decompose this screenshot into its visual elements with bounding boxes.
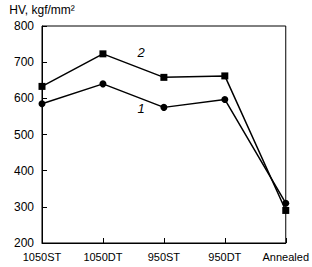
svg-text:2: 2 [136,45,145,60]
svg-text:Annealed: Annealed [263,251,310,263]
svg-text:200: 200 [14,236,34,250]
svg-text:1050DT: 1050DT [83,251,122,263]
svg-text:600: 600 [14,91,34,105]
svg-text:HV, kgf/mm²: HV, kgf/mm² [9,3,75,17]
svg-text:950ST: 950ST [148,251,181,263]
svg-text:1: 1 [137,101,144,116]
svg-text:400: 400 [14,164,34,178]
svg-text:700: 700 [14,55,34,69]
svg-text:950DT: 950DT [208,251,241,263]
svg-text:300: 300 [14,200,34,214]
svg-text:1050ST: 1050ST [23,251,62,263]
svg-text:500: 500 [14,128,34,142]
svg-text:800: 800 [14,19,34,33]
